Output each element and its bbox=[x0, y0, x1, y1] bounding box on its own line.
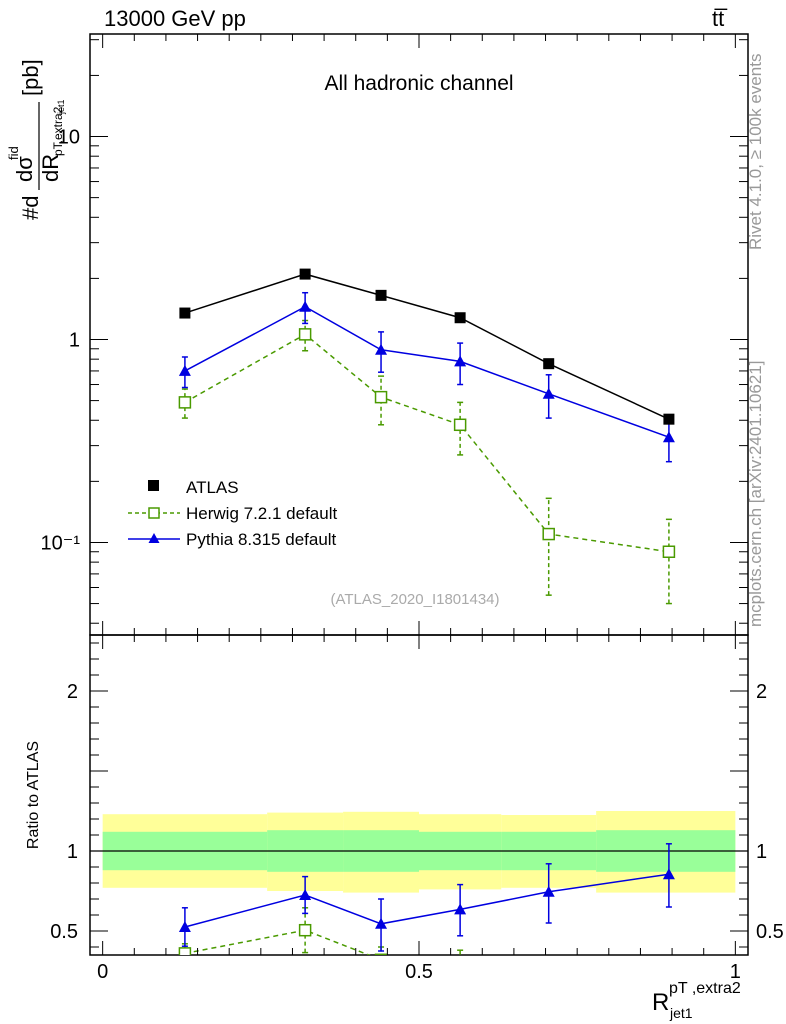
y-axis-label-sub2: jet1 bbox=[56, 99, 66, 115]
ratio-pythia-point bbox=[299, 889, 312, 900]
x-axis-label-sup: pT ,extra2 bbox=[669, 980, 741, 997]
herwig-point bbox=[298, 328, 312, 341]
pythia-point bbox=[542, 387, 555, 399]
y-axis-label-prefix: #d bbox=[18, 196, 43, 220]
mcplots-label: mcplots.cern.ch [arXiv:2401.10621] bbox=[746, 361, 765, 627]
legend-atlas-marker bbox=[148, 480, 159, 491]
main-title: All hadronic channel bbox=[324, 72, 513, 95]
y-axis-label-sup: fid bbox=[6, 146, 21, 160]
header-left: 13000 GeV pp bbox=[104, 6, 246, 31]
ratio-pythia-point bbox=[542, 885, 555, 897]
ratio-pythia-point bbox=[375, 917, 388, 929]
x-tick-label: 1 bbox=[730, 961, 741, 983]
y-tick-label: 10⁻¹ bbox=[41, 532, 81, 554]
x-tick-label: 0.5 bbox=[405, 961, 433, 983]
y-tick-label: 10 bbox=[58, 127, 80, 149]
herwig-point bbox=[662, 545, 676, 558]
pythia-point bbox=[375, 343, 388, 355]
ratio-herwig-point bbox=[455, 958, 466, 969]
y-tick-label: 1 bbox=[67, 841, 78, 863]
ratio-frame bbox=[89, 634, 749, 956]
ratio-pythia-point bbox=[178, 921, 191, 932]
legend-atlas: ATLAS bbox=[186, 478, 239, 497]
ratio-herwig-point bbox=[374, 953, 388, 955]
y-axis-label-main: #d dσ fid dR pT,extra2 jet1 [pb] bbox=[6, 59, 66, 220]
y-axis-label-sub: pT,extra2 bbox=[51, 106, 65, 156]
pythia-line bbox=[184, 305, 670, 438]
rivet-label: Rivet 4.1.0, ≥ 100k events bbox=[746, 54, 765, 250]
atlas-line bbox=[184, 273, 670, 420]
atlas-point bbox=[179, 307, 191, 319]
herwig-line bbox=[184, 333, 670, 553]
atlas-point bbox=[543, 358, 555, 370]
ratio-herwig-point bbox=[298, 923, 312, 937]
x-axis-ticks: 0 0.5 1 bbox=[97, 34, 741, 983]
herwig-point bbox=[453, 418, 467, 432]
pythia-point bbox=[299, 300, 312, 312]
y-axis-ratio: 2 2 1 1 0.5 0.5 bbox=[50, 642, 784, 948]
herwig-point bbox=[542, 527, 555, 541]
y-tick-label: 1 bbox=[69, 329, 80, 351]
x-axis-label-main: R bbox=[652, 989, 669, 1016]
ratio-pythia-point bbox=[454, 903, 467, 915]
y-axis-label-denominator: dR bbox=[38, 154, 63, 182]
ratio-layer bbox=[90, 811, 748, 993]
legend-pythia: Pythia 8.315 default bbox=[186, 530, 337, 549]
x-tick-label: 0 bbox=[97, 961, 108, 983]
y-tick-label-right: 0.5 bbox=[756, 921, 784, 943]
atlas-point bbox=[454, 312, 466, 324]
atlas-point bbox=[375, 289, 387, 301]
legend-pythia-marker bbox=[148, 533, 160, 543]
ratio-herwig-point bbox=[543, 982, 554, 993]
x-axis-label-sub: jet1 bbox=[669, 1005, 693, 1021]
pythia-point bbox=[178, 364, 191, 376]
ratio-herwig-point bbox=[178, 947, 192, 955]
atlas-point bbox=[299, 268, 311, 280]
x-axis-label: R pT ,extra2 jet1 bbox=[652, 980, 741, 1021]
analysis-id: (ATLAS_2020_I1801434) bbox=[330, 591, 499, 608]
main-layer bbox=[178, 268, 676, 605]
legend-herwig: Herwig 7.2.1 default bbox=[186, 504, 337, 523]
y-axis-label-ratio: Ratio to ATLAS bbox=[25, 741, 42, 849]
ratio-pythia-line bbox=[184, 873, 670, 928]
y-axis-main: 10 1 10⁻¹ bbox=[41, 39, 748, 624]
y-tick-label-right: 2 bbox=[756, 681, 767, 703]
pythia-point bbox=[454, 355, 467, 367]
legend: ATLAS Herwig 7.2.1 default Pythia 8.315 … bbox=[128, 478, 337, 549]
legend-herwig-marker bbox=[148, 507, 160, 519]
ratio-pythia-point bbox=[662, 868, 675, 880]
y-tick-label: 2 bbox=[67, 681, 78, 703]
y-axis-label-units: [pb] bbox=[18, 59, 43, 96]
y-tick-label: 0.5 bbox=[50, 921, 78, 943]
ratio-herwig-line bbox=[184, 929, 371, 955]
y-tick-label-right: 1 bbox=[756, 841, 767, 863]
herwig-point bbox=[374, 390, 388, 404]
atlas-point bbox=[663, 413, 675, 425]
herwig-point bbox=[178, 396, 192, 409]
pythia-point bbox=[662, 431, 675, 443]
header-right: tt̅ bbox=[712, 6, 725, 31]
y-axis-label-numerator: dσ bbox=[12, 156, 37, 182]
